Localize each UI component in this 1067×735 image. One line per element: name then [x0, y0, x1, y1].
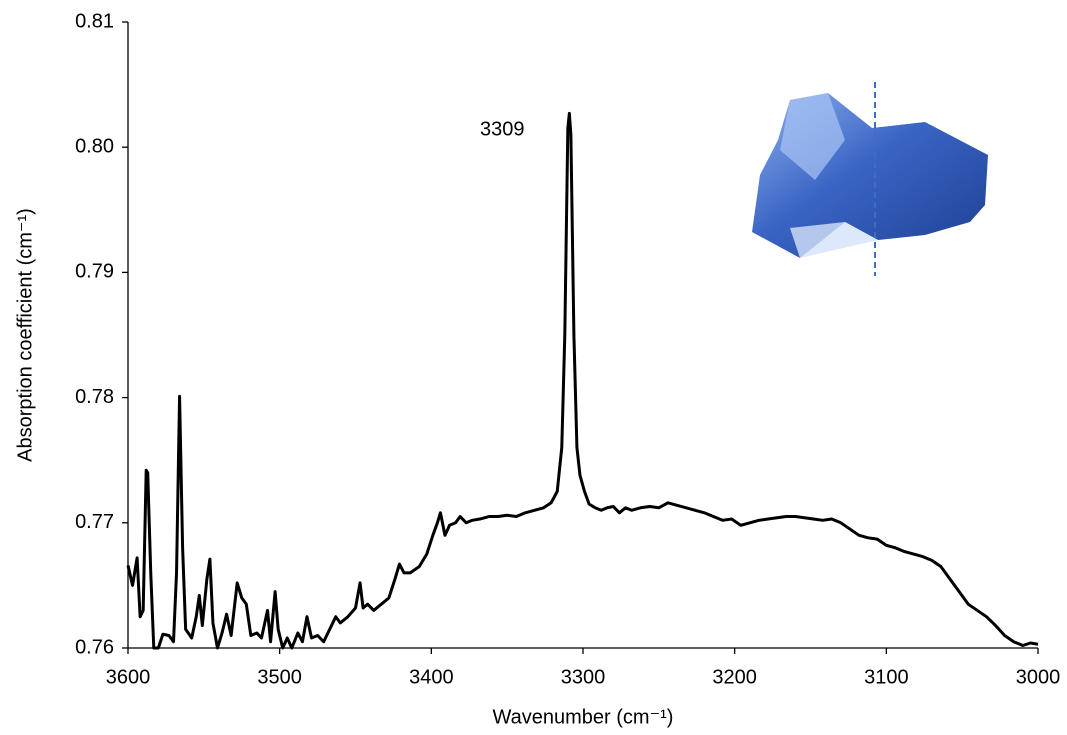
x-tick-label: 3100 — [864, 666, 909, 688]
x-axis-title: Wavenumber (cm⁻¹) — [493, 706, 674, 728]
y-axis-title: Absorption coefficient (cm⁻¹) — [14, 208, 36, 462]
x-tick-label: 3600 — [106, 666, 151, 688]
x-tick-label: 3200 — [712, 666, 757, 688]
x-tick-label: 3300 — [561, 666, 606, 688]
spectrum-line — [126, 111, 1039, 650]
x-tick-label: 3000 — [1016, 666, 1061, 688]
x-tick-label: 3400 — [409, 666, 454, 688]
y-tick-label: 0.78 — [75, 386, 114, 408]
gem-photo — [752, 82, 988, 276]
y-tick-label: 0.77 — [75, 511, 114, 533]
y-tick-label: 0.79 — [75, 261, 114, 283]
y-tick-label: 0.80 — [75, 135, 114, 157]
y-tick-label: 0.81 — [75, 10, 114, 32]
annotation: 3309 — [480, 118, 525, 140]
x-tick-label: 3500 — [257, 666, 302, 688]
y-tick-label: 0.76 — [75, 636, 114, 658]
